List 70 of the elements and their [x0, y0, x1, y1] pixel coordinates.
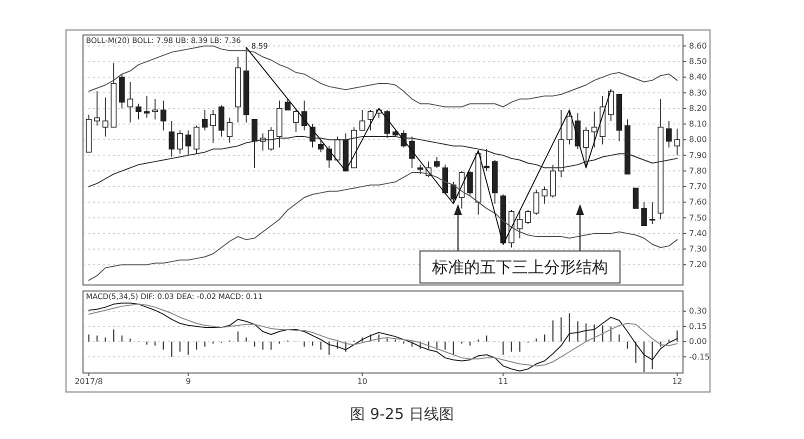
x-tick-label: 9 — [186, 377, 191, 386]
candlestick — [252, 118, 258, 168]
candlestick — [152, 98, 158, 120]
y-tick-label: 7.60 — [689, 198, 707, 207]
y-tick-label: 7.50 — [689, 213, 707, 222]
candlestick — [583, 126, 589, 168]
candlestick — [368, 110, 374, 131]
candlestick — [384, 110, 390, 139]
candlestick — [318, 139, 324, 153]
candlestick — [136, 103, 142, 120]
candlestick — [632, 188, 639, 209]
y-tick-label: 7.30 — [689, 244, 707, 254]
y-tick-label: 8.50 — [689, 57, 707, 66]
y-tick-label: 8.00 — [689, 135, 707, 144]
candlestick — [417, 164, 424, 175]
y-tick-label: 7.70 — [689, 182, 707, 192]
candlestick — [268, 126, 274, 152]
y-tick-label: 8.30 — [689, 88, 707, 98]
candlestick — [144, 95, 150, 118]
x-tick-label: 2017/8 — [74, 377, 103, 386]
y-tick-label: 8.60 — [689, 41, 707, 50]
candlestick — [326, 145, 332, 168]
candlestick — [210, 110, 216, 144]
candlestick — [284, 98, 291, 110]
candlestick — [218, 104, 224, 138]
candlestick — [434, 156, 440, 168]
candlestick — [94, 90, 100, 126]
y-tick-label: 7.20 — [689, 260, 707, 270]
candlestick — [467, 170, 473, 196]
candlestick — [160, 100, 166, 131]
y-tick-label: 8.10 — [689, 120, 707, 129]
candlestick — [185, 130, 192, 156]
y-tick-label: 7.80 — [689, 166, 707, 176]
y-tick-label: 0.00 — [689, 337, 707, 346]
candlestick — [641, 202, 647, 226]
candlestick — [127, 81, 134, 123]
candlestick — [226, 117, 233, 144]
candlestick — [591, 111, 598, 148]
candlestick — [102, 97, 108, 138]
candlestick — [202, 110, 208, 131]
y-tick-label: 7.40 — [689, 228, 707, 238]
y-tick-label: 0.15 — [689, 322, 707, 331]
y-tick-label: 0.30 — [689, 306, 707, 316]
candlestick — [516, 211, 523, 239]
annotation: 标准的五下三上分形结构 — [431, 258, 608, 276]
x-tick-label: 12 — [672, 377, 682, 386]
candlestick — [359, 110, 366, 131]
candlestick — [194, 125, 200, 154]
y-tick-label: -0.15 — [689, 352, 710, 362]
candlestick — [168, 120, 175, 158]
candlestick — [666, 120, 672, 148]
candlestick — [649, 202, 656, 225]
candlestick — [293, 108, 299, 132]
y-tick-label: 8.40 — [689, 72, 707, 82]
candlestick — [334, 136, 340, 162]
candlestick — [409, 136, 415, 168]
caption: 图 9-25 日线图 — [350, 405, 454, 423]
y-tick-label: 8.20 — [689, 104, 707, 113]
candlestick — [450, 181, 456, 204]
candlestick — [484, 148, 490, 172]
candlestick — [542, 186, 548, 204]
candlestick — [525, 210, 531, 225]
candlestick — [177, 130, 183, 154]
candlestick — [608, 89, 614, 122]
candlestick — [566, 110, 572, 145]
x-tick-label: 11 — [498, 377, 508, 386]
x-tick-label: 10 — [357, 377, 368, 386]
candlestick — [674, 128, 680, 156]
candlestick — [533, 189, 540, 216]
y-tick-label: 7.90 — [689, 150, 707, 160]
